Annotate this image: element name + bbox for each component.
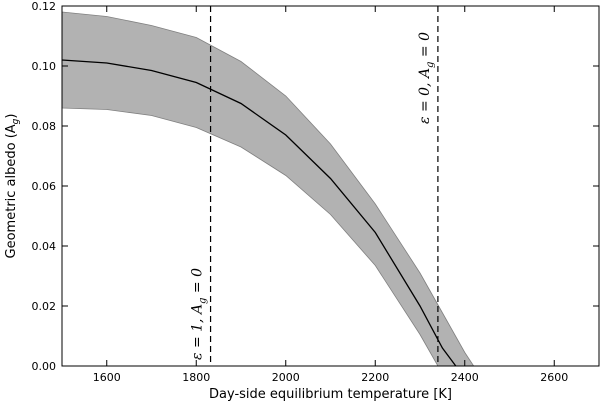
x-tick-label-5: 2600 <box>540 371 568 384</box>
y-tick-label-6: 0.12 <box>32 0 57 13</box>
y-axis-title-subscript: g <box>11 118 21 124</box>
y-tick-label-5: 0.10 <box>32 60 57 73</box>
y-axis-title-close: ) <box>4 114 19 119</box>
y-tick-label-0: 0.00 <box>32 360 57 373</box>
y-tick-label-2: 0.04 <box>32 240 57 253</box>
vline-label-0: ε = 1, Ag = 0 <box>190 268 209 360</box>
x-tick-label-2: 2000 <box>272 371 300 384</box>
x-tick-label-3: 2200 <box>361 371 389 384</box>
x-tick-label-1: 1800 <box>182 371 210 384</box>
y-tick-label-1: 0.02 <box>32 300 57 313</box>
y-axis-title: Geometric albedo (Ag) <box>4 114 21 259</box>
y-axis-title-main: Geometric albedo (A <box>4 124 19 258</box>
x-tick-label-0: 1600 <box>93 371 121 384</box>
series-line-0 <box>61 59 457 367</box>
y-tick-label-4: 0.08 <box>32 120 57 133</box>
vline-label-1: ε = 0, Ag = 0 <box>417 32 436 124</box>
uncertainty-band <box>61 11 475 367</box>
y-tick-label-3: 0.06 <box>32 180 57 193</box>
x-tick-label-4: 2400 <box>451 371 479 384</box>
x-axis-title: Day-side equilibrium temperature [K] <box>209 387 452 402</box>
